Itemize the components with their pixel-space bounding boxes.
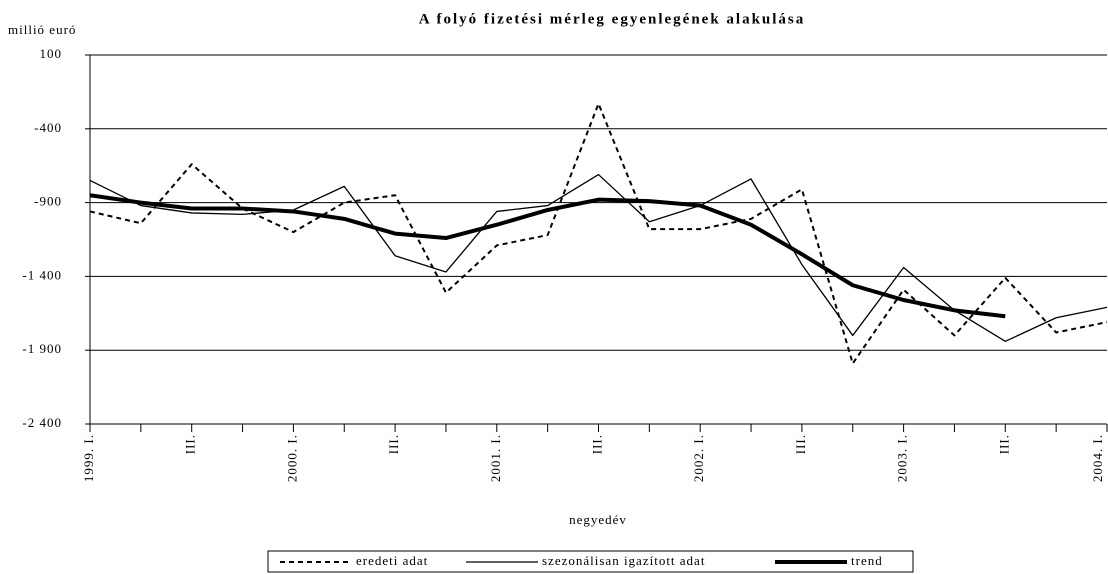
series-line: [89, 193, 1006, 319]
y-tick-label: -1 900: [22, 341, 62, 356]
x-tick-label: 2000. I.: [284, 434, 299, 482]
x-tick-label: III.: [589, 434, 604, 454]
x-axis-label: negyedév: [569, 512, 627, 527]
legend-label: trend: [851, 553, 883, 568]
y-tick-label: -1 400: [22, 267, 62, 282]
legend-box: [267, 550, 914, 573]
y-axis-label: millió euró: [8, 22, 76, 37]
x-tick-label: 2004. I.: [1090, 434, 1105, 482]
legend-label: eredeti adat: [356, 553, 428, 568]
x-tick-label: III.: [996, 434, 1011, 454]
x-tick-label: III.: [183, 434, 198, 454]
legend-label: szezonálisan igazított adat: [542, 553, 705, 568]
x-tick-label: 2003. I.: [895, 434, 910, 482]
y-tick-label: -2 400: [22, 415, 62, 430]
y-tick-label: 100: [40, 46, 63, 61]
series-line: [89, 102, 1108, 365]
x-tick-label: 2001. I.: [488, 434, 503, 482]
x-tick-label: III.: [386, 434, 401, 454]
x-tick-label: 1999. I.: [81, 434, 96, 482]
y-tick-label: -400: [34, 120, 62, 135]
x-tick-label: III.: [793, 434, 808, 454]
series-line: [89, 173, 1108, 342]
x-tick-label: 2002. I.: [691, 434, 706, 482]
chart-title: A folyó fizetési mérleg egyenlegének ala…: [419, 11, 806, 27]
y-tick-label: -900: [34, 194, 62, 209]
